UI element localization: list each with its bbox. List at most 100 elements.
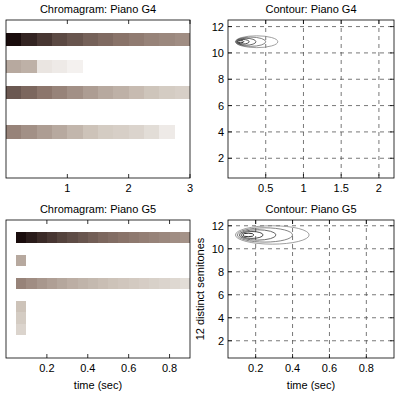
heat-cell	[98, 152, 114, 165]
grid	[228, 220, 394, 358]
heat-cell	[113, 86, 129, 99]
heat-cell	[37, 220, 48, 232]
heat-cell	[57, 266, 68, 278]
y-tick	[390, 105, 394, 106]
heat-cell	[78, 278, 89, 290]
heat-cell	[170, 347, 181, 359]
heat-cell	[37, 347, 48, 359]
heat-cell	[67, 73, 83, 86]
heat-cell	[98, 139, 114, 152]
heat-cell	[129, 165, 145, 178]
heat-cell	[144, 86, 160, 99]
heat-cell	[144, 33, 160, 46]
x-tick-label: 0.6	[121, 362, 136, 374]
heat-cell	[37, 86, 53, 99]
heat-cell	[88, 312, 99, 324]
heat-cell	[98, 278, 109, 290]
heat-cell	[37, 255, 48, 267]
x-tick-label: 0.2	[248, 362, 263, 374]
heat-cell	[180, 324, 190, 336]
grid-line-x	[378, 20, 379, 178]
x-tick-label: 0.4	[80, 362, 95, 374]
heat-cell	[129, 20, 145, 33]
heat-cell	[47, 289, 58, 301]
heat-cell	[26, 266, 37, 278]
heat-cell	[159, 324, 170, 336]
panel-title: Contour: Piano G4	[265, 3, 356, 15]
heat-cell	[129, 266, 140, 278]
heat-cell	[159, 165, 175, 178]
grid	[228, 20, 394, 178]
heat-cell	[180, 220, 190, 232]
heat-cell	[108, 301, 119, 313]
heat-cell	[88, 278, 99, 290]
x-tick	[265, 174, 266, 178]
heat-cell	[37, 335, 48, 347]
heat-cell	[159, 73, 175, 86]
heat-cell	[37, 152, 53, 165]
heat-cell	[175, 152, 190, 165]
y-tick-label: 10	[212, 47, 224, 59]
heat-cell	[26, 347, 37, 359]
heat-cell	[16, 243, 27, 255]
heat-cell	[26, 289, 37, 301]
heat-cell	[139, 347, 150, 359]
heat-cell	[57, 301, 68, 313]
heat-cell	[98, 347, 109, 359]
heat-cell	[26, 243, 37, 255]
y-tick	[228, 79, 232, 80]
heat-cell	[52, 60, 68, 73]
x-tick-label: 2	[126, 182, 132, 194]
heat-cell	[67, 46, 83, 59]
plot-background	[228, 20, 394, 178]
heat-cell	[180, 335, 190, 347]
heat-cell	[37, 165, 53, 178]
heat-cell	[149, 278, 160, 290]
heat-cell	[129, 152, 145, 165]
heat-cell	[78, 255, 89, 267]
heat-cell	[88, 301, 99, 313]
heat-cell	[139, 301, 150, 313]
x-tick	[67, 174, 68, 178]
contour-line	[236, 36, 278, 48]
heat-cell	[175, 86, 190, 99]
y-tick	[390, 26, 394, 27]
heat-cell	[149, 335, 160, 347]
y-tick	[390, 158, 394, 159]
x-tick-label: 0.4	[285, 362, 300, 374]
heat-cell	[67, 152, 83, 165]
y-tick-label: 12	[212, 220, 224, 232]
x-axis-title: time (sec)	[74, 379, 122, 391]
heat-cell	[149, 289, 160, 301]
y-tick-label: 8	[218, 73, 224, 85]
heat-cell	[6, 139, 22, 152]
heat-cell	[175, 60, 190, 73]
heat-cell	[108, 335, 119, 347]
heat-cell	[52, 99, 68, 112]
heat-cell	[52, 46, 68, 59]
figure: 123Chromagram: Piano G40.511.5224681012C…	[0, 0, 402, 402]
heat-cell	[149, 266, 160, 278]
heat-cell	[37, 266, 48, 278]
heat-cell	[16, 335, 27, 347]
heat-cell	[88, 289, 99, 301]
heat-cell	[16, 347, 27, 359]
heat-cell	[83, 152, 99, 165]
heat-cell	[83, 73, 99, 86]
heat-cell	[47, 255, 58, 267]
heat-cell	[37, 73, 53, 86]
heat-cell	[144, 125, 160, 138]
x-tick	[341, 174, 342, 178]
x-tick	[265, 20, 266, 24]
heat-cell	[37, 112, 53, 125]
heat-cell	[113, 73, 129, 86]
y-tick	[390, 248, 394, 249]
panel-3: 0.20.40.60.824681012Contour: Piano G5tim…	[194, 203, 394, 391]
x-tick	[128, 220, 129, 224]
heat-cell	[37, 99, 53, 112]
grid-line-x	[292, 220, 293, 358]
heat-cell	[78, 232, 89, 244]
heat-cell	[47, 301, 58, 313]
heat-cell	[67, 278, 78, 290]
heat-cell	[83, 165, 99, 178]
